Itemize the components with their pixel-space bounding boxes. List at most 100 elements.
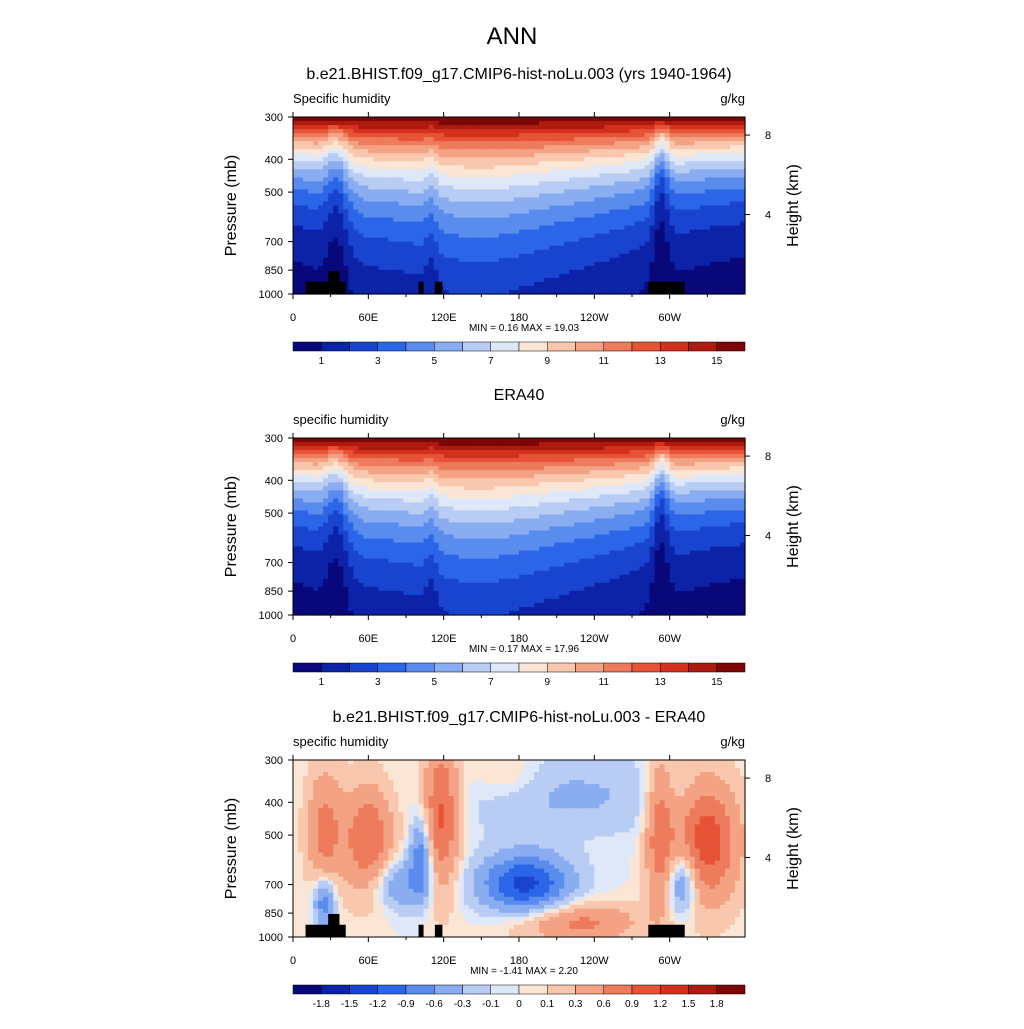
contour-cell bbox=[469, 181, 475, 186]
contour-cell bbox=[579, 442, 585, 447]
contour-cell bbox=[398, 222, 404, 227]
contour-cell bbox=[529, 145, 535, 150]
contour-cell bbox=[619, 454, 625, 459]
contour-cell bbox=[574, 270, 580, 275]
contour-cell bbox=[454, 169, 460, 174]
contour-cell bbox=[690, 117, 696, 122]
contour-cell bbox=[599, 214, 605, 219]
contour-cell bbox=[419, 238, 425, 243]
contour-cell bbox=[333, 478, 339, 483]
contour-cell bbox=[564, 161, 570, 166]
contour-cell bbox=[459, 470, 465, 475]
contour-cell bbox=[690, 214, 696, 219]
contour-cell bbox=[529, 230, 535, 235]
contour-cell bbox=[403, 234, 409, 239]
contour-cell bbox=[383, 466, 389, 471]
contour-cell bbox=[454, 153, 460, 158]
contour-cell bbox=[419, 266, 425, 271]
contour-cell bbox=[328, 266, 334, 271]
contour-cell bbox=[403, 133, 409, 138]
contour-cell bbox=[705, 214, 711, 219]
contour-cell bbox=[424, 165, 430, 170]
contour-cell bbox=[690, 185, 696, 190]
contour-cell bbox=[650, 474, 656, 479]
contour-cell bbox=[444, 189, 450, 194]
contour-cell bbox=[554, 133, 560, 138]
contour-cell bbox=[599, 177, 605, 182]
contour-cell bbox=[589, 173, 595, 178]
contour-cell bbox=[419, 270, 425, 275]
contour-cell bbox=[414, 450, 420, 455]
contour-cell bbox=[529, 125, 535, 130]
contour-cell bbox=[554, 438, 560, 443]
contour-cell bbox=[338, 454, 344, 459]
contour-cell bbox=[403, 450, 409, 455]
contour-cell bbox=[499, 458, 505, 463]
contour-cell bbox=[624, 121, 630, 126]
contour-cell bbox=[318, 446, 324, 451]
contour-cell bbox=[730, 234, 736, 239]
contour-cell bbox=[675, 442, 681, 447]
contour-cell bbox=[685, 206, 691, 211]
contour-cell bbox=[519, 157, 525, 162]
contour-cell bbox=[469, 129, 475, 134]
contour-cell bbox=[645, 197, 651, 202]
contour-cell bbox=[730, 270, 736, 275]
contour-cell bbox=[614, 454, 620, 459]
contour-cell bbox=[293, 189, 299, 194]
contour-cell bbox=[409, 189, 415, 194]
contour-cell bbox=[564, 169, 570, 174]
contour-cell bbox=[584, 137, 590, 142]
contour-cell bbox=[469, 250, 475, 255]
contour-cell bbox=[293, 446, 299, 451]
contour-cell bbox=[388, 125, 394, 130]
contour-cell bbox=[624, 117, 630, 122]
contour-cell bbox=[645, 141, 651, 146]
contour-cell bbox=[635, 133, 641, 138]
contour-cell bbox=[549, 286, 555, 291]
contour-cell bbox=[363, 133, 369, 138]
contour-cell bbox=[444, 266, 450, 271]
contour-cell bbox=[730, 157, 736, 162]
contour-cell bbox=[584, 129, 590, 134]
contour-cell bbox=[609, 466, 615, 471]
contour-cell bbox=[459, 173, 465, 178]
contour-cell bbox=[333, 149, 339, 154]
contour-cell bbox=[544, 222, 550, 227]
contour-cell bbox=[348, 446, 354, 451]
contour-cell bbox=[469, 462, 475, 467]
contour-cell bbox=[685, 129, 691, 134]
contour-cell bbox=[419, 149, 425, 154]
contour-cell bbox=[368, 145, 374, 150]
contour-cell bbox=[393, 238, 399, 243]
contour-cell bbox=[549, 181, 555, 186]
contour-cell bbox=[419, 125, 425, 130]
contour-cell bbox=[373, 117, 379, 122]
contour-cell bbox=[434, 218, 440, 223]
contour-cell bbox=[629, 185, 635, 190]
contour-cell bbox=[293, 145, 299, 150]
contour-cell bbox=[519, 222, 525, 227]
contour-cell bbox=[298, 125, 304, 130]
contour-cell bbox=[439, 129, 445, 134]
contour-cell bbox=[619, 278, 625, 283]
contour-cell bbox=[529, 250, 535, 255]
contour-cell bbox=[735, 458, 741, 463]
contour-cell bbox=[640, 189, 646, 194]
contour-cell bbox=[484, 201, 490, 206]
contour-cell bbox=[534, 137, 540, 142]
contour-cell bbox=[725, 117, 731, 122]
contour-cell bbox=[434, 242, 440, 247]
contour-cell bbox=[680, 474, 686, 479]
contour-cell bbox=[293, 201, 299, 206]
contour-cell bbox=[338, 478, 344, 483]
contour-cell bbox=[554, 121, 560, 126]
contour-cell bbox=[665, 210, 671, 215]
contour-cell bbox=[554, 141, 560, 146]
contour-cell bbox=[579, 242, 585, 247]
contour-cell bbox=[629, 462, 635, 467]
contour-cell bbox=[318, 222, 324, 227]
contour-cell bbox=[614, 197, 620, 202]
contour-cell bbox=[695, 197, 701, 202]
contour-cell bbox=[454, 454, 460, 459]
